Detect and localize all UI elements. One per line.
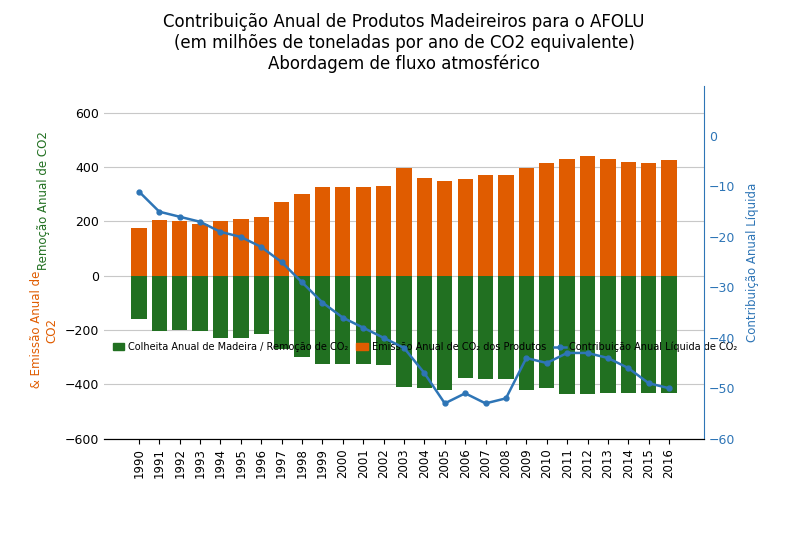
Bar — [417, 276, 432, 388]
Bar — [662, 160, 677, 276]
Bar — [314, 187, 330, 276]
Bar — [172, 276, 187, 330]
Bar — [641, 163, 656, 276]
Title: Contribuição Anual de Produtos Madeireiros para o AFOLU
(em milhões de toneladas: Contribuição Anual de Produtos Madeireir… — [163, 13, 645, 73]
Bar — [600, 159, 615, 276]
Bar — [580, 276, 595, 394]
Bar — [580, 156, 595, 276]
Bar — [641, 276, 656, 393]
Bar — [274, 202, 290, 276]
Bar — [254, 217, 269, 276]
Bar — [478, 175, 494, 276]
Bar — [621, 276, 636, 393]
Text: Remoção Anual de CO2: Remoção Anual de CO2 — [38, 131, 50, 270]
Text: & Emissão Anual de
CO2: & Emissão Anual de CO2 — [30, 270, 58, 392]
Bar — [254, 276, 269, 334]
Bar — [152, 276, 167, 331]
Bar — [294, 194, 310, 276]
Bar — [518, 169, 534, 276]
Bar — [539, 276, 554, 388]
Bar — [559, 276, 574, 394]
Bar — [213, 221, 228, 276]
Bar — [437, 181, 453, 276]
Bar — [193, 276, 208, 331]
Bar — [355, 276, 371, 364]
Bar — [437, 276, 453, 390]
Bar — [131, 276, 146, 319]
Bar — [417, 178, 432, 276]
Bar — [213, 276, 228, 338]
Bar — [234, 276, 249, 338]
Bar — [131, 228, 146, 276]
Bar — [458, 179, 473, 276]
Bar — [662, 276, 677, 393]
Bar — [376, 276, 391, 365]
Bar — [458, 276, 473, 378]
Bar — [234, 219, 249, 276]
Bar — [600, 276, 615, 393]
Bar — [274, 276, 290, 349]
Bar — [396, 276, 412, 387]
Y-axis label: Contribuição Anual Líquida: Contribuição Anual Líquida — [746, 182, 759, 342]
Bar — [172, 221, 187, 276]
Bar — [498, 175, 514, 276]
Bar — [294, 276, 310, 357]
Bar — [396, 169, 412, 276]
Bar — [539, 163, 554, 276]
Bar — [335, 276, 350, 364]
Bar — [621, 162, 636, 276]
Bar — [518, 276, 534, 390]
Bar — [335, 187, 350, 276]
Bar — [152, 220, 167, 276]
Bar — [314, 276, 330, 364]
Bar — [355, 187, 371, 276]
Bar — [478, 276, 494, 379]
Legend: Colheita Anual de Madeira / Remoção de CO₂, Emissão Anual de CO₂ dos Produtos, C: Colheita Anual de Madeira / Remoção de C… — [109, 338, 742, 356]
Bar — [559, 159, 574, 276]
Bar — [193, 224, 208, 276]
Bar — [498, 276, 514, 379]
Bar — [376, 186, 391, 276]
